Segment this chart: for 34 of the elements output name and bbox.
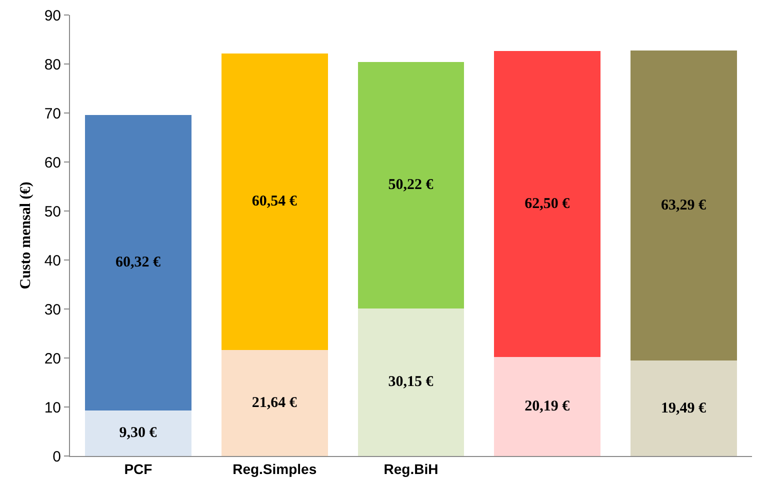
data-label: 20,19 € [524, 398, 570, 415]
y-tick-label: 80 [44, 56, 61, 74]
y-tick-label: 70 [44, 105, 61, 122]
x-tick-label: Reg.BiH [384, 460, 438, 477]
y-tick-label: 0 [52, 448, 61, 466]
y-tick-label: 10 [44, 399, 61, 416]
y-tick-label: 40 [44, 252, 61, 270]
data-label: 63,29 € [661, 197, 707, 214]
data-label: 50,22 € [388, 177, 434, 194]
y-tick-label: 20 [44, 350, 61, 368]
bar [630, 50, 737, 360]
x-tick-label: Reg.Simples [232, 460, 317, 477]
bar [358, 308, 464, 456]
y-tick-label: 60 [44, 154, 61, 172]
y-tick-label: 30 [44, 301, 61, 318]
data-label: 9,30 € [119, 425, 158, 442]
bar [630, 360, 737, 456]
data-label: 30,15 € [388, 374, 434, 390]
x-tick-label: PCF [124, 460, 153, 477]
data-label: 19,49 € [661, 400, 707, 416]
y-tick-label: 50 [44, 203, 61, 220]
bar [358, 62, 464, 308]
bar [85, 114, 192, 410]
data-label: 60,54 € [252, 194, 298, 210]
bar [221, 53, 328, 350]
bar [221, 350, 328, 456]
y-tick-label: 90 [44, 7, 61, 24]
bar [494, 357, 601, 456]
bar [494, 50, 601, 358]
data-label: 60,32 € [115, 254, 161, 271]
y-axis-title: Custo mensal (€) [18, 182, 34, 290]
bar [85, 410, 192, 456]
data-label: 62,50 € [524, 196, 570, 212]
data-label: 21,64 € [252, 394, 298, 411]
